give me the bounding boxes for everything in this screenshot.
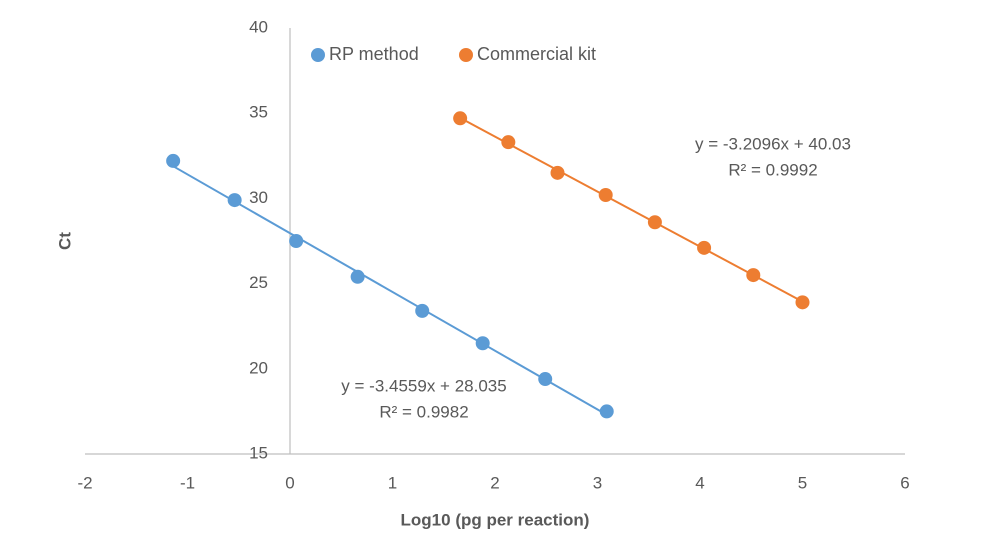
x-tick-label: 2 bbox=[490, 473, 499, 492]
y-tick-label: 25 bbox=[249, 273, 268, 292]
x-tick-label: 4 bbox=[695, 473, 704, 492]
point bbox=[599, 404, 614, 419]
x-tick-label: 5 bbox=[798, 473, 807, 492]
x-axis-title: Log10 (pg per reaction) bbox=[401, 510, 590, 529]
legend-marker bbox=[311, 48, 325, 62]
point bbox=[550, 165, 565, 180]
x-tick-label: 0 bbox=[285, 473, 294, 492]
trendline bbox=[172, 165, 608, 416]
x-tick-label: -1 bbox=[180, 473, 195, 492]
point bbox=[746, 268, 761, 283]
x-tick-label: 1 bbox=[388, 473, 397, 492]
y-tick-label: 40 bbox=[249, 17, 268, 36]
point bbox=[166, 153, 181, 168]
point bbox=[501, 135, 516, 150]
annotation: R² = 0.9992 bbox=[728, 160, 817, 179]
y-axis-title: Ct bbox=[55, 232, 74, 250]
annotation: y = -3.4559x + 28.035 bbox=[341, 376, 506, 395]
annotation: y = -3.2096x + 40.03 bbox=[695, 134, 851, 153]
point bbox=[538, 372, 553, 387]
point bbox=[289, 234, 304, 248]
legend-marker bbox=[459, 48, 473, 62]
y-tick-label: 15 bbox=[249, 443, 268, 462]
point bbox=[453, 111, 468, 126]
point bbox=[227, 193, 242, 208]
point bbox=[475, 336, 490, 351]
point bbox=[350, 269, 365, 284]
trendline bbox=[459, 117, 803, 303]
legend-label: Commercial kit bbox=[477, 44, 596, 64]
point bbox=[598, 187, 613, 202]
x-tick-label: 3 bbox=[593, 473, 602, 492]
point bbox=[795, 295, 810, 310]
y-tick-label: 20 bbox=[249, 358, 268, 377]
x-tick-label: -2 bbox=[77, 473, 92, 492]
point bbox=[647, 215, 662, 230]
point bbox=[697, 240, 712, 255]
x-tick-label: 6 bbox=[900, 473, 909, 492]
point bbox=[415, 303, 430, 318]
annotation: R² = 0.9982 bbox=[379, 402, 468, 421]
y-tick-label: 35 bbox=[249, 103, 268, 122]
y-tick-label: 30 bbox=[249, 188, 268, 207]
legend-label: RP method bbox=[329, 44, 419, 64]
